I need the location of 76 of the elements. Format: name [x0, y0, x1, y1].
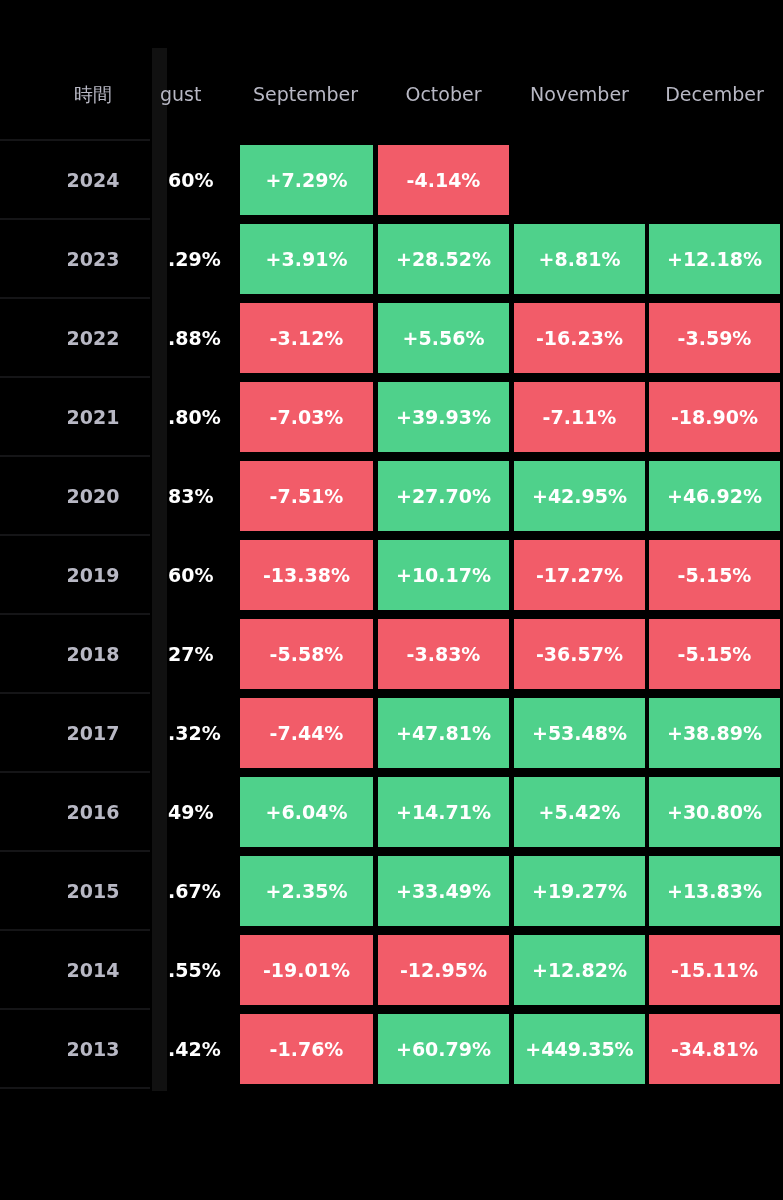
x-tick-label: October	[405, 83, 482, 105]
data-label: +6.04%	[265, 801, 348, 823]
x-tick-label: gust	[160, 83, 202, 105]
text: 49%	[168, 801, 214, 823]
data-label: -3.12%	[269, 327, 344, 349]
text: .29%	[168, 248, 221, 270]
y-tick-label: 2014	[66, 959, 120, 981]
data-label: +449.35%	[525, 1038, 634, 1060]
data-label: +12.82%	[531, 959, 628, 981]
y-tick-label: 2019	[66, 564, 120, 586]
data-label: +47.81%	[395, 722, 492, 744]
data-label: +46.92%	[666, 485, 763, 507]
data-label: +53.48%	[531, 722, 628, 744]
data-label: -18.90%	[670, 406, 759, 428]
text: .32%	[168, 722, 221, 744]
text: .88%	[168, 327, 221, 349]
data-label: +33.49%	[395, 880, 492, 902]
data-label: +30.80%	[666, 801, 763, 823]
text: 60%	[168, 169, 214, 191]
data-label: +10.17%	[395, 564, 492, 586]
data-label: +14.71%	[395, 801, 492, 823]
legend-title: 時間	[74, 83, 112, 105]
text: .55%	[168, 959, 221, 981]
y-tick-label: 2024	[66, 169, 120, 191]
y-tick-label: 2018	[66, 643, 120, 665]
data-label: +13.83%	[666, 880, 763, 902]
x-tick-label: September	[252, 83, 359, 105]
data-label: -12.95%	[399, 959, 488, 981]
data-label: -5.15%	[677, 564, 752, 586]
y-tick-label: 2023	[66, 248, 120, 270]
data-label: +19.27%	[531, 880, 628, 902]
data-label: +5.56%	[402, 327, 485, 349]
data-label: -4.14%	[406, 169, 481, 191]
data-label: -15.11%	[670, 959, 759, 981]
data-label: -7.51%	[269, 485, 344, 507]
y-tick-label: 2022	[66, 327, 120, 349]
data-label: +60.79%	[395, 1038, 492, 1060]
y-tick-label: 2016	[66, 801, 120, 823]
data-label: -7.44%	[269, 722, 344, 744]
data-label: +8.81%	[538, 248, 621, 270]
text: .67%	[168, 880, 221, 902]
data-label: +27.70%	[395, 485, 492, 507]
text: 27%	[168, 643, 214, 665]
data-label: -19.01%	[262, 959, 351, 981]
data-label: +12.18%	[666, 248, 763, 270]
data-label: +42.95%	[531, 485, 628, 507]
data-label: +7.29%	[265, 169, 348, 191]
data-label: -36.57%	[535, 643, 624, 665]
data-label: -3.83%	[406, 643, 481, 665]
y-tick-label: 2020	[66, 485, 120, 507]
text: .80%	[168, 406, 221, 428]
data-label: -16.23%	[535, 327, 624, 349]
text: 60%	[168, 564, 214, 586]
data-label: -3.59%	[677, 327, 752, 349]
data-label: -7.11%	[542, 406, 617, 428]
data-label: +2.35%	[265, 880, 348, 902]
data-label: -17.27%	[535, 564, 624, 586]
data-label: -1.76%	[269, 1038, 344, 1060]
y-tick-label: 2021	[66, 406, 120, 428]
data-label: +38.89%	[666, 722, 763, 744]
x-tick-label: December	[665, 83, 764, 105]
data-label: -13.38%	[262, 564, 351, 586]
x-tick-label: November	[530, 83, 630, 105]
data-label: -5.15%	[677, 643, 752, 665]
data-label: +39.93%	[395, 406, 492, 428]
data-label: +5.42%	[538, 801, 621, 823]
data-label: +3.91%	[265, 248, 348, 270]
text: .42%	[168, 1038, 221, 1060]
y-tick-label: 2017	[66, 722, 120, 744]
data-label: -7.03%	[269, 406, 344, 428]
data-label: +28.52%	[395, 248, 492, 270]
data-label: -34.81%	[670, 1038, 759, 1060]
text: 83%	[168, 485, 214, 507]
y-tick-label: 2015	[66, 880, 120, 902]
y-tick-label: 2013	[66, 1038, 120, 1060]
data-label: -5.58%	[269, 643, 344, 665]
